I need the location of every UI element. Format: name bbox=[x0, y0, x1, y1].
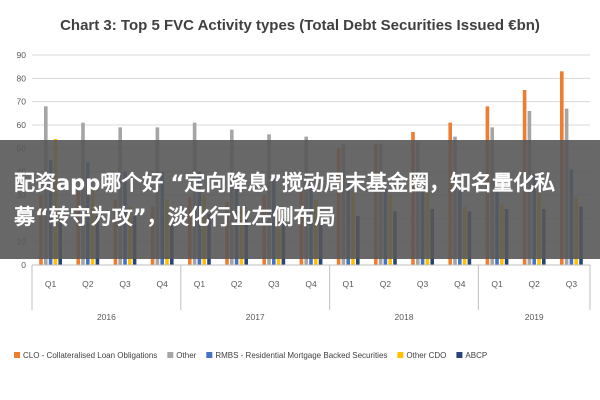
legend: CLO - Collateralised Loan Obligations Oth… bbox=[14, 351, 487, 360]
y-tick-label: 60 bbox=[17, 120, 27, 130]
x-tick-label: Q3 bbox=[566, 279, 578, 289]
legend-label: CLO - Collateralised Loan Obligations bbox=[23, 351, 157, 360]
legend-swatch bbox=[14, 352, 20, 358]
x-tick-label: Q3 bbox=[119, 279, 131, 289]
year-label: 2017 bbox=[246, 312, 265, 322]
x-tick-label: Q2 bbox=[82, 279, 94, 289]
legend-swatch bbox=[206, 352, 213, 358]
legend-swatch bbox=[456, 352, 463, 358]
legend-swatch bbox=[397, 352, 404, 358]
year-label: 2016 bbox=[97, 312, 116, 322]
x-axis: Q1 Q2 Q3 Q4 Q1 Q2 Q3 Q4 Q1 Q2 Q3 Q4 Q1 Q2 Q3 2016 2017 20… bbox=[31, 264, 591, 322]
y-tick-label: 0 bbox=[21, 260, 26, 270]
x-tick-label: Q1 bbox=[194, 279, 206, 289]
x-tick-label: Q3 bbox=[417, 279, 429, 289]
y-tick-label: 80 bbox=[17, 73, 27, 83]
x-tick-label: Q1 bbox=[491, 279, 503, 289]
headline-banner: 配资app哪个好 “定向降息”搅动周末基金圈，知名量化私募“转守为攻”，淡化行业… bbox=[0, 140, 600, 259]
x-tick-label: Q1 bbox=[45, 279, 57, 289]
x-tick-label: Q4 bbox=[157, 279, 169, 289]
legend-label: Other bbox=[176, 351, 196, 360]
legend-label: Other CDO bbox=[406, 351, 446, 360]
x-tick-label: Q1 bbox=[343, 279, 355, 289]
legend-label: ABCP bbox=[465, 351, 487, 360]
x-tick-label: Q4 bbox=[305, 279, 317, 289]
x-tick-label: Q3 bbox=[268, 279, 280, 289]
legend-swatch bbox=[167, 352, 174, 358]
year-label: 2018 bbox=[395, 312, 414, 322]
x-tick-label: Q2 bbox=[231, 279, 243, 289]
x-tick-label: Q2 bbox=[380, 279, 392, 289]
y-tick-label: 90 bbox=[17, 50, 27, 60]
x-tick-label: Q2 bbox=[529, 279, 541, 289]
year-label: 2019 bbox=[525, 312, 544, 322]
chart-title: Chart 3: Top 5 FVC Activity types (Total… bbox=[60, 17, 540, 34]
headline-text: 配资app哪个好 “定向降息”搅动周末基金圈，知名量化私募“转守为攻”，淡化行业… bbox=[14, 171, 556, 229]
y-tick-label: 70 bbox=[17, 97, 27, 107]
legend-label: RMBS - Residential Mortgage Backed Secur… bbox=[215, 351, 387, 360]
x-tick-label: Q4 bbox=[454, 279, 466, 289]
